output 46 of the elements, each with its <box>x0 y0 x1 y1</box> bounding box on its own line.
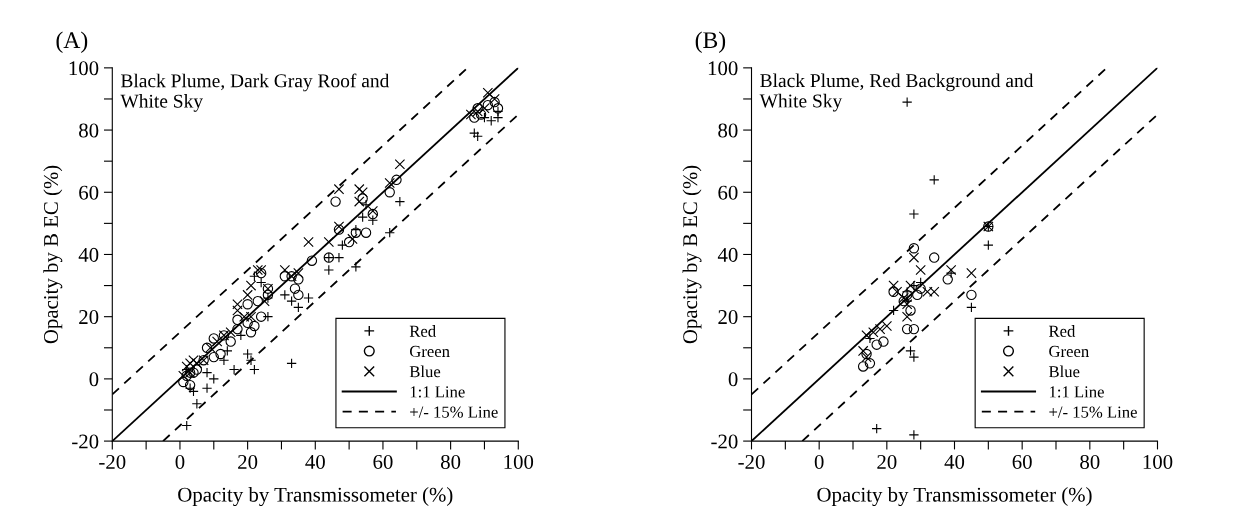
legend-label: 1:1 Line <box>410 386 465 398</box>
legend-label: Green <box>409 345 450 358</box>
legend-label: Red <box>409 325 436 337</box>
y-tick-label: 20 <box>79 310 99 325</box>
x-tick-label: 100 <box>504 454 534 469</box>
chart-title: (B) <box>695 31 726 53</box>
y-tick-label: 40 <box>78 247 99 262</box>
legend-label: Blue <box>1048 365 1080 378</box>
legend-label: +/- 15% Line <box>1049 406 1137 418</box>
x-tick-label: 80 <box>440 454 461 469</box>
y-tick-label: 100 <box>69 61 99 76</box>
legend-label: Blue <box>409 365 441 378</box>
x-tick-label: -20 <box>99 454 126 469</box>
y-axis-title: Opacity by B EC (%) <box>682 165 702 344</box>
legend-label: Red <box>1048 325 1076 337</box>
x-tick-label: -20 <box>738 454 765 469</box>
y-tick-label: 60 <box>718 185 738 200</box>
y-tick-label: 20 <box>718 310 738 325</box>
legend-label: 1:1 Line <box>1049 386 1104 398</box>
y-tick-label: 80 <box>79 123 99 138</box>
x-tick-label: 60 <box>373 454 393 469</box>
y-tick-label: -20 <box>72 434 99 449</box>
x-tick-label: 40 <box>944 454 965 469</box>
x-axis-title: Opacity by Transmissometer (%) <box>817 487 1092 507</box>
x-tick-label: 60 <box>1012 454 1032 469</box>
legend-label: Green <box>1049 345 1089 358</box>
annotation: Black Plume, Dark Gray Roof and White Sky <box>120 73 390 112</box>
x-tick-label: 40 <box>305 454 325 469</box>
x-tick-label: 0 <box>175 454 185 469</box>
chart-title: (A) <box>56 31 88 53</box>
x-tick-label: 80 <box>1080 454 1100 469</box>
y-tick-label: 40 <box>717 247 738 262</box>
y-tick-label: 60 <box>79 185 99 200</box>
x-tick-label: 20 <box>877 454 897 469</box>
y-tick-label: 80 <box>718 123 738 138</box>
x-tick-label: 0 <box>814 454 824 469</box>
y-tick-label: 100 <box>708 61 738 76</box>
y-tick-label: -20 <box>711 434 738 449</box>
x-axis-title: Opacity by Transmissometer (%) <box>178 487 453 507</box>
y-tick-label: 0 <box>728 372 738 387</box>
y-axis-title: Opacity by B EC (%) <box>43 165 63 344</box>
x-tick-label: 100 <box>1143 454 1173 469</box>
annotation: Black Plume, Red Background and White Sky <box>759 73 1034 112</box>
x-tick-label: 20 <box>238 454 258 469</box>
legend-label: +/- 15% Line <box>410 406 498 418</box>
y-tick-label: 0 <box>89 372 99 387</box>
